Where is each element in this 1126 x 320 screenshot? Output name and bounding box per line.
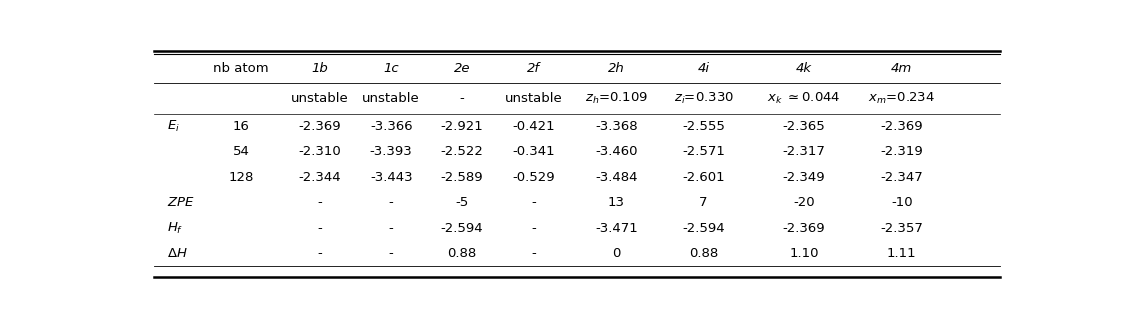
Text: -: - bbox=[531, 222, 536, 235]
Text: -2.601: -2.601 bbox=[682, 171, 725, 184]
Text: -3.471: -3.471 bbox=[595, 222, 637, 235]
Text: -2.571: -2.571 bbox=[682, 145, 725, 158]
Text: $z_i$=0.330: $z_i$=0.330 bbox=[673, 91, 734, 106]
Text: -3.460: -3.460 bbox=[596, 145, 637, 158]
Text: -3.484: -3.484 bbox=[596, 171, 637, 184]
Text: -: - bbox=[531, 247, 536, 260]
Text: -2.365: -2.365 bbox=[783, 120, 825, 133]
Text: -2.369: -2.369 bbox=[783, 222, 825, 235]
Text: -2.349: -2.349 bbox=[783, 171, 825, 184]
Text: -20: -20 bbox=[793, 196, 815, 209]
Text: 128: 128 bbox=[229, 171, 253, 184]
Text: -2.522: -2.522 bbox=[440, 145, 483, 158]
Text: 1.11: 1.11 bbox=[887, 247, 917, 260]
Text: 16: 16 bbox=[233, 120, 250, 133]
Text: 13: 13 bbox=[608, 196, 625, 209]
Text: -2.344: -2.344 bbox=[298, 171, 341, 184]
Text: -2.347: -2.347 bbox=[881, 171, 923, 184]
Text: 2e: 2e bbox=[454, 62, 471, 75]
Text: -: - bbox=[388, 196, 394, 209]
Text: 2h: 2h bbox=[608, 62, 625, 75]
Text: nb atom: nb atom bbox=[213, 62, 269, 75]
Text: 54: 54 bbox=[233, 145, 250, 158]
Text: -0.421: -0.421 bbox=[512, 120, 555, 133]
Text: $ZPE$: $ZPE$ bbox=[167, 196, 195, 209]
Text: 4m: 4m bbox=[891, 62, 912, 75]
Text: -2.369: -2.369 bbox=[881, 120, 923, 133]
Text: 1.10: 1.10 bbox=[789, 247, 819, 260]
Text: -: - bbox=[318, 196, 322, 209]
Text: -: - bbox=[318, 222, 322, 235]
Text: unstable: unstable bbox=[291, 92, 349, 105]
Text: -3.366: -3.366 bbox=[369, 120, 412, 133]
Text: 0.88: 0.88 bbox=[689, 247, 718, 260]
Text: -0.341: -0.341 bbox=[512, 145, 555, 158]
Text: -2.319: -2.319 bbox=[881, 145, 923, 158]
Text: unstable: unstable bbox=[504, 92, 562, 105]
Text: $x_m$=0.234: $x_m$=0.234 bbox=[868, 91, 936, 106]
Text: -3.393: -3.393 bbox=[369, 145, 412, 158]
Text: -5: -5 bbox=[455, 196, 468, 209]
Text: 0: 0 bbox=[613, 247, 620, 260]
Text: $H_f$: $H_f$ bbox=[167, 220, 184, 236]
Text: 1b: 1b bbox=[311, 62, 328, 75]
Text: -: - bbox=[388, 222, 394, 235]
Text: -3.443: -3.443 bbox=[369, 171, 412, 184]
Text: -2.317: -2.317 bbox=[783, 145, 825, 158]
Text: 7: 7 bbox=[699, 196, 708, 209]
Text: -2.555: -2.555 bbox=[682, 120, 725, 133]
Text: -: - bbox=[388, 247, 394, 260]
Text: 4k: 4k bbox=[796, 62, 812, 75]
Text: -2.310: -2.310 bbox=[298, 145, 341, 158]
Text: -: - bbox=[459, 92, 464, 105]
Text: $\Delta H$: $\Delta H$ bbox=[167, 247, 188, 260]
Text: 1c: 1c bbox=[383, 62, 399, 75]
Text: -: - bbox=[531, 196, 536, 209]
Text: $x_k$ $\simeq$0.044: $x_k$ $\simeq$0.044 bbox=[767, 91, 841, 106]
Text: -: - bbox=[318, 247, 322, 260]
Text: -2.921: -2.921 bbox=[440, 120, 483, 133]
Text: -10: -10 bbox=[891, 196, 912, 209]
Text: $E_i$: $E_i$ bbox=[167, 119, 180, 134]
Text: -2.357: -2.357 bbox=[881, 222, 923, 235]
Text: -2.589: -2.589 bbox=[440, 171, 483, 184]
Text: 0.88: 0.88 bbox=[447, 247, 476, 260]
Text: -2.369: -2.369 bbox=[298, 120, 341, 133]
Text: 2f: 2f bbox=[527, 62, 540, 75]
Text: -2.594: -2.594 bbox=[682, 222, 725, 235]
Text: -0.529: -0.529 bbox=[512, 171, 555, 184]
Text: unstable: unstable bbox=[363, 92, 420, 105]
Text: -3.368: -3.368 bbox=[595, 120, 637, 133]
Text: 4i: 4i bbox=[698, 62, 709, 75]
Text: -2.594: -2.594 bbox=[440, 222, 483, 235]
Text: $z_h$=0.109: $z_h$=0.109 bbox=[584, 91, 647, 106]
